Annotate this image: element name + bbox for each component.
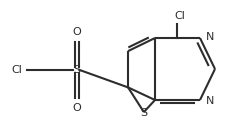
Text: O: O: [72, 27, 81, 37]
Text: N: N: [205, 32, 213, 42]
Text: Cl: Cl: [12, 65, 23, 75]
Text: S: S: [73, 65, 80, 75]
Text: Cl: Cl: [174, 11, 185, 21]
Text: O: O: [72, 103, 81, 113]
Text: S: S: [140, 108, 147, 118]
Text: N: N: [205, 96, 213, 106]
